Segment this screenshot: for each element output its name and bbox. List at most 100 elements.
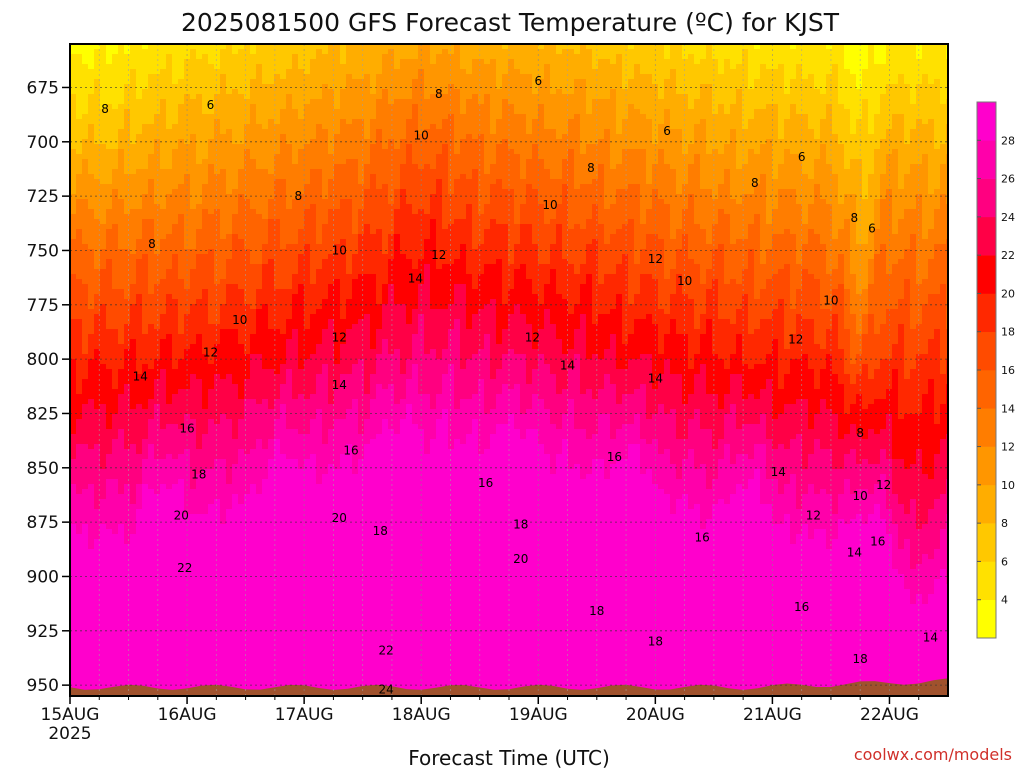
contour-label: 10	[677, 274, 692, 288]
contour-label: 8	[751, 176, 759, 190]
contour-label: 6	[663, 124, 671, 138]
contour-label: 14	[648, 372, 663, 386]
y-tick-label: 950	[27, 676, 59, 696]
x-tick-label: 15AUG	[41, 705, 100, 725]
contour-label: 20	[332, 511, 347, 525]
contour-label: 12	[332, 330, 347, 344]
contour-label: 16	[794, 600, 809, 614]
colorbar-tick-label: 4	[1001, 594, 1008, 607]
colorbar-swatch	[977, 216, 996, 256]
colorbar-tick-label: 12	[1001, 441, 1015, 454]
x-tick-label: 18AUG	[392, 705, 451, 725]
x-tick-label: 20AUG	[626, 705, 685, 725]
colorbar-swatch	[977, 331, 996, 371]
contour-label: 6	[868, 222, 876, 236]
colorbar-tick-label: 18	[1001, 326, 1015, 339]
colorbar-swatch	[977, 102, 996, 141]
temperature-field	[70, 44, 948, 696]
x-tick-label: 17AUG	[275, 705, 334, 725]
contour-label: 12	[525, 330, 540, 344]
y-tick-label: 675	[27, 78, 59, 98]
contour-label: 14	[771, 465, 786, 479]
colorbar-tick-label: 20	[1001, 287, 1015, 300]
contour-label: 22	[378, 643, 393, 657]
contour-label: 8	[148, 237, 156, 251]
contour-label: 14	[408, 272, 423, 286]
contour-label: 10	[332, 243, 347, 257]
colorbar-swatch	[977, 484, 996, 524]
colorbar-swatch	[977, 446, 996, 486]
contour-label: 16	[343, 443, 358, 457]
contour-label: 8	[851, 211, 859, 225]
contour-label: 6	[798, 150, 806, 164]
contour-label: 14	[133, 370, 148, 384]
colorbar-tick-label: 28	[1001, 134, 1015, 147]
y-tick-label: 775	[27, 296, 59, 316]
contour-label: 18	[853, 652, 868, 666]
contour-label: 14	[560, 359, 575, 373]
contour-label: 20	[174, 509, 189, 523]
y-tick-label: 925	[27, 622, 59, 642]
contour-label: 18	[373, 524, 388, 538]
contour-label: 18	[191, 467, 206, 481]
contour-label: 12	[431, 248, 446, 262]
contour-label: 8	[101, 102, 109, 116]
colorbar-swatch	[977, 140, 996, 179]
x-year-label: 2025	[48, 724, 91, 744]
colorbar-tick-label: 10	[1001, 479, 1015, 492]
y-tick-label: 825	[27, 404, 59, 424]
colorbar-swatch	[977, 178, 996, 218]
contour-label: 16	[478, 476, 493, 490]
x-axis-label: Forecast Time (UTC)	[408, 746, 610, 768]
colorbar-swatch	[977, 293, 996, 333]
terrain-fill	[70, 678, 948, 696]
contour-label: 18	[648, 635, 663, 649]
contour-label: 16	[179, 422, 194, 436]
contour-label: 16	[607, 450, 622, 464]
chart-title: 2025081500 GFS Forecast Temperature (ºC)…	[181, 8, 840, 37]
y-axis: 675 700 725 750 775 800 825 850 875 900 925 950	[27, 78, 70, 696]
colorbar-swatch	[977, 255, 996, 294]
colorbar-tick-label: 14	[1001, 402, 1015, 415]
contour-label: 16	[870, 535, 885, 549]
contour-label: 12	[788, 333, 803, 347]
y-tick-label: 800	[27, 350, 59, 370]
plot-area: 8 681012141618202281012141620182224810121…	[69, 43, 993, 697]
y-tick-label: 750	[27, 241, 59, 261]
contour-label: 24	[378, 682, 393, 696]
contour-label: 18	[513, 517, 528, 531]
colorbar-swatch	[977, 523, 996, 562]
colorbar-tick-label: 24	[1001, 211, 1015, 224]
contour-label: 10	[414, 128, 429, 142]
y-tick-label: 900	[27, 567, 59, 587]
y-tick-label: 850	[27, 459, 59, 479]
colorbar-tick-label: 26	[1001, 173, 1015, 186]
contour-label: 22	[177, 561, 192, 575]
x-tick-label: 21AUG	[743, 705, 802, 725]
contour-label: 8	[856, 426, 864, 440]
colorbar-swatch	[977, 561, 996, 601]
colorbar-swatch	[977, 599, 996, 639]
contour-label: 6	[207, 98, 215, 112]
contour-label: 18	[589, 604, 604, 618]
contour-label: 14	[923, 630, 938, 644]
x-tick-label: 19AUG	[509, 705, 568, 725]
contour-label: 12	[648, 252, 663, 266]
contour-label: 8	[435, 87, 443, 101]
contour-label: 12	[876, 478, 891, 492]
contour-label: 14	[332, 378, 347, 392]
x-axis: 15AUG 16AUG 17AUG 18AUG 19AUG 20AUG 21AUG 22AUG…	[41, 696, 920, 744]
colorbar-legend: 4 6 8 10 12 14 16 18 20 22 24 26 28	[976, 101, 1015, 639]
colorbar-swatch	[977, 370, 996, 409]
contour-label: 20	[513, 552, 528, 566]
contour-label: 10	[823, 293, 838, 307]
contour-label: 10	[853, 489, 868, 503]
colorbar-tick-label: 22	[1001, 249, 1015, 262]
colorbar-tick-label: 8	[1001, 517, 1008, 530]
x-tick-label: 22AUG	[860, 705, 919, 725]
contour-label: 14	[847, 546, 862, 560]
contour-label: 12	[203, 346, 218, 360]
colorbar-tick-label: 6	[1001, 555, 1008, 568]
contour-label: 10	[542, 198, 557, 212]
